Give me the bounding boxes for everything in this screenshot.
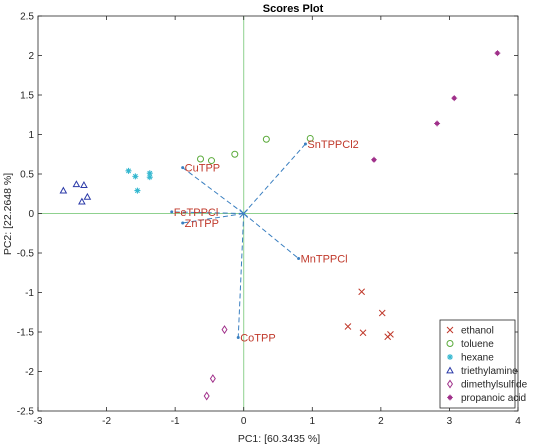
y-tick-label: 2 bbox=[28, 51, 34, 62]
x-tick-label: -3 bbox=[34, 416, 43, 427]
legend-entry-label: ethanol bbox=[461, 326, 494, 337]
y-axis-title: PC2: [22.2648 %] bbox=[2, 173, 14, 255]
loading-label: SnTPPCl2 bbox=[307, 139, 358, 151]
y-tick-label: 0 bbox=[28, 209, 34, 220]
legend-entry-label: dimethylsulfide bbox=[461, 380, 528, 391]
data-point-toluene bbox=[306, 134, 314, 142]
legend-entry-label: propanoic acid bbox=[461, 393, 526, 404]
loading-endpoint bbox=[297, 257, 301, 261]
loading-vector bbox=[237, 213, 245, 338]
plot-area: -3 -2 -1 0 1 2 3 4 2.5 2 1.5 1 0.5 0 -0.5 -1 -1.5 -2 -2.5 C… bbox=[17, 12, 521, 428]
x-tick-label: 3 bbox=[447, 416, 453, 427]
data-point-dimethylsulfide bbox=[209, 374, 216, 384]
data-point-propanoic-acid bbox=[451, 95, 458, 102]
legend-marker-toluene bbox=[446, 340, 454, 347]
y-tick-label: -1 bbox=[25, 288, 34, 299]
loading-origin-marker bbox=[239, 209, 249, 218]
data-point-propanoic-acid bbox=[434, 120, 441, 127]
loading-label: MnTPPCl bbox=[301, 254, 348, 266]
legend: ethanol toluene hexane triethylamine dimethy… bbox=[439, 319, 528, 409]
x-tick-label: 2 bbox=[378, 416, 384, 427]
loading-endpoint bbox=[236, 336, 240, 340]
y-tick-label: 1.5 bbox=[20, 91, 34, 102]
data-point-ethanol bbox=[359, 329, 367, 337]
marker-cross bbox=[447, 394, 453, 401]
loading-vector bbox=[182, 167, 245, 214]
legend-entry-label: toluene bbox=[461, 339, 494, 350]
loading-endpoint bbox=[303, 142, 307, 146]
data-point-hexane bbox=[132, 173, 139, 180]
data-point-toluene bbox=[207, 157, 215, 165]
loading-vector bbox=[182, 213, 244, 224]
marker-cross bbox=[494, 50, 501, 57]
data-point-ethanol bbox=[387, 331, 394, 338]
loading-endpoint bbox=[181, 166, 185, 170]
data-point-hexane bbox=[146, 170, 153, 177]
legend-marker-triethylamine bbox=[446, 366, 454, 374]
loading-label: CoTPP bbox=[240, 333, 275, 345]
chart-title: Scores Plot bbox=[263, 3, 324, 15]
data-point-toluene bbox=[231, 150, 239, 158]
y-tick-label: 0.5 bbox=[20, 170, 34, 181]
marker-cross bbox=[451, 95, 458, 102]
data-point-propanoic-acid bbox=[494, 50, 501, 57]
data-point-propanoic-acid bbox=[371, 156, 377, 163]
data-point-toluene bbox=[197, 155, 205, 163]
data-point-triethylamine bbox=[78, 197, 86, 205]
data-point-ethanol bbox=[344, 323, 352, 330]
data-point-ethanol bbox=[378, 309, 386, 317]
y-tick-label: 2.5 bbox=[20, 12, 34, 23]
legend-marker-dimethylsulfide bbox=[446, 379, 454, 389]
x-tick-label: -1 bbox=[171, 416, 180, 427]
data-point-triethylamine bbox=[72, 180, 81, 188]
data-point-hexane bbox=[125, 167, 132, 174]
x-tick-label: 0 bbox=[241, 416, 247, 427]
data-point-ethanol bbox=[358, 288, 366, 296]
loading-label: FeTPPCl bbox=[174, 207, 219, 219]
legend-marker-hexane bbox=[447, 354, 453, 360]
loading-endpoint bbox=[170, 210, 174, 214]
loading-label: ZnTPP bbox=[185, 218, 219, 230]
legend-marker-propanoic-acid bbox=[447, 394, 453, 401]
x-axis-title: PC1: [60.3435 %] bbox=[238, 433, 320, 445]
y-tick-label: -2 bbox=[25, 367, 34, 378]
data-point-hexane bbox=[134, 187, 141, 194]
data-point-triethylamine bbox=[83, 192, 92, 200]
data-point-dimethylsulfide bbox=[203, 391, 210, 401]
y-tick-label: 1 bbox=[28, 130, 34, 141]
data-point-hexane bbox=[146, 174, 153, 181]
legend-entry-label: triethylamine bbox=[461, 366, 518, 377]
data-point-triethylamine bbox=[59, 186, 68, 194]
x-tick-label: 1 bbox=[310, 416, 316, 427]
loading-label: CuTPP bbox=[185, 163, 220, 175]
y-tick-label: -0.5 bbox=[17, 249, 35, 260]
loading-endpoint bbox=[181, 221, 185, 225]
marker-cross bbox=[371, 156, 377, 163]
x-tick-label: 4 bbox=[515, 416, 521, 427]
data-point-dimethylsulfide bbox=[221, 325, 228, 335]
marker-cross bbox=[434, 120, 441, 127]
y-tick-label: -1.5 bbox=[17, 328, 35, 339]
y-tick-label: -2.5 bbox=[17, 407, 35, 418]
legend-box bbox=[439, 319, 516, 409]
loading-vector bbox=[243, 213, 299, 259]
data-point-toluene bbox=[262, 135, 270, 143]
legend-entry-label: hexane bbox=[461, 353, 494, 364]
legend-marker-ethanol bbox=[446, 326, 454, 334]
loading-vector bbox=[171, 211, 244, 214]
data-point-triethylamine bbox=[80, 181, 88, 188]
x-tick-label: -2 bbox=[102, 416, 111, 427]
